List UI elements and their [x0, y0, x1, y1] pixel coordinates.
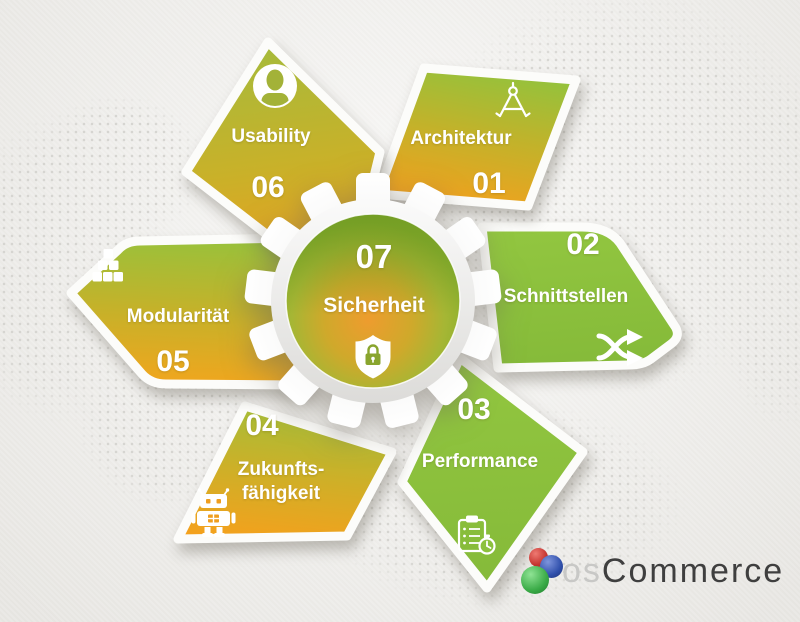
- robot-icon: [191, 488, 236, 537]
- logo-ball-green-icon: [521, 566, 549, 594]
- petal-label-schnittstellen: Schnittstellen: [503, 286, 629, 307]
- petal-label-modularitaet: Modularität: [126, 306, 230, 327]
- logo-text: osCommerce: [562, 552, 784, 590]
- shield-lock-icon: [355, 335, 391, 379]
- petal-architektur: [373, 63, 581, 211]
- petal-number-schnittstellen: 02: [566, 228, 600, 261]
- petal-number-performance: 03: [457, 393, 491, 426]
- center-label: Sicherheit: [323, 294, 425, 317]
- center-number: 07: [355, 238, 393, 275]
- petal-zukunftsfaehigkeit: [173, 401, 397, 544]
- stacked-modules-icon: [92, 249, 123, 282]
- petal-performance: [397, 353, 588, 593]
- shuffle-arrows-icon: [596, 329, 643, 366]
- petal-label-usability: Usability: [231, 126, 311, 147]
- petal-number-modularitaet: 05: [156, 345, 190, 378]
- checklist-stopwatch-icon: [457, 515, 496, 555]
- center-circle: [285, 213, 461, 389]
- petal-label-performance: Performance: [421, 451, 539, 472]
- logo-text-prefix: os: [562, 552, 602, 590]
- petal-label-architektur: Architektur: [410, 128, 512, 149]
- logo-text-name: Commerce: [601, 552, 785, 590]
- petal-label-zukunftsfaehigkeit-line2: fähigkeit: [241, 483, 321, 504]
- oscommerce-logo: osCommerce: [518, 544, 794, 606]
- petal-number-usability: 06: [251, 171, 285, 204]
- petal-number-zukunftsfaehigkeit: 04: [245, 409, 279, 442]
- petal-label-zukunftsfaehigkeit-line1: Zukunfts-: [237, 459, 325, 480]
- drafting-compass-icon: [495, 81, 531, 118]
- petal-number-architektur: 01: [472, 167, 506, 200]
- user-icon: [253, 64, 297, 108]
